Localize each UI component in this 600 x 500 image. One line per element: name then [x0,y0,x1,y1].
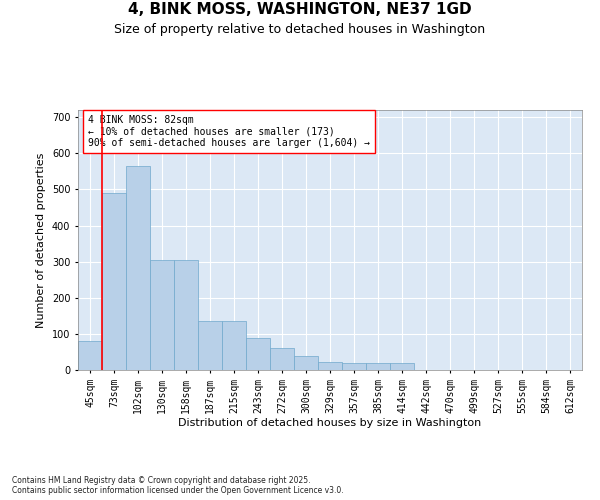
Bar [270,348,294,370]
Bar [198,322,222,370]
Bar [342,363,366,370]
Bar [222,322,246,370]
Text: 4 BINK MOSS: 82sqm
← 10% of detached houses are smaller (173)
90% of semi-detach: 4 BINK MOSS: 82sqm ← 10% of detached hou… [88,115,370,148]
Bar [390,363,414,370]
Text: Contains HM Land Registry data © Crown copyright and database right 2025.
Contai: Contains HM Land Registry data © Crown c… [12,476,344,495]
Text: Size of property relative to detached houses in Washington: Size of property relative to detached ho… [115,22,485,36]
Bar [78,341,102,370]
Text: 4, BINK MOSS, WASHINGTON, NE37 1GD: 4, BINK MOSS, WASHINGTON, NE37 1GD [128,2,472,18]
Bar [318,362,342,370]
Bar [126,166,150,370]
X-axis label: Distribution of detached houses by size in Washington: Distribution of detached houses by size … [178,418,482,428]
Bar [294,356,318,370]
Bar [150,260,174,370]
Bar [246,338,270,370]
Bar [366,363,390,370]
Bar [102,193,126,370]
Bar [174,260,198,370]
Y-axis label: Number of detached properties: Number of detached properties [37,152,46,328]
